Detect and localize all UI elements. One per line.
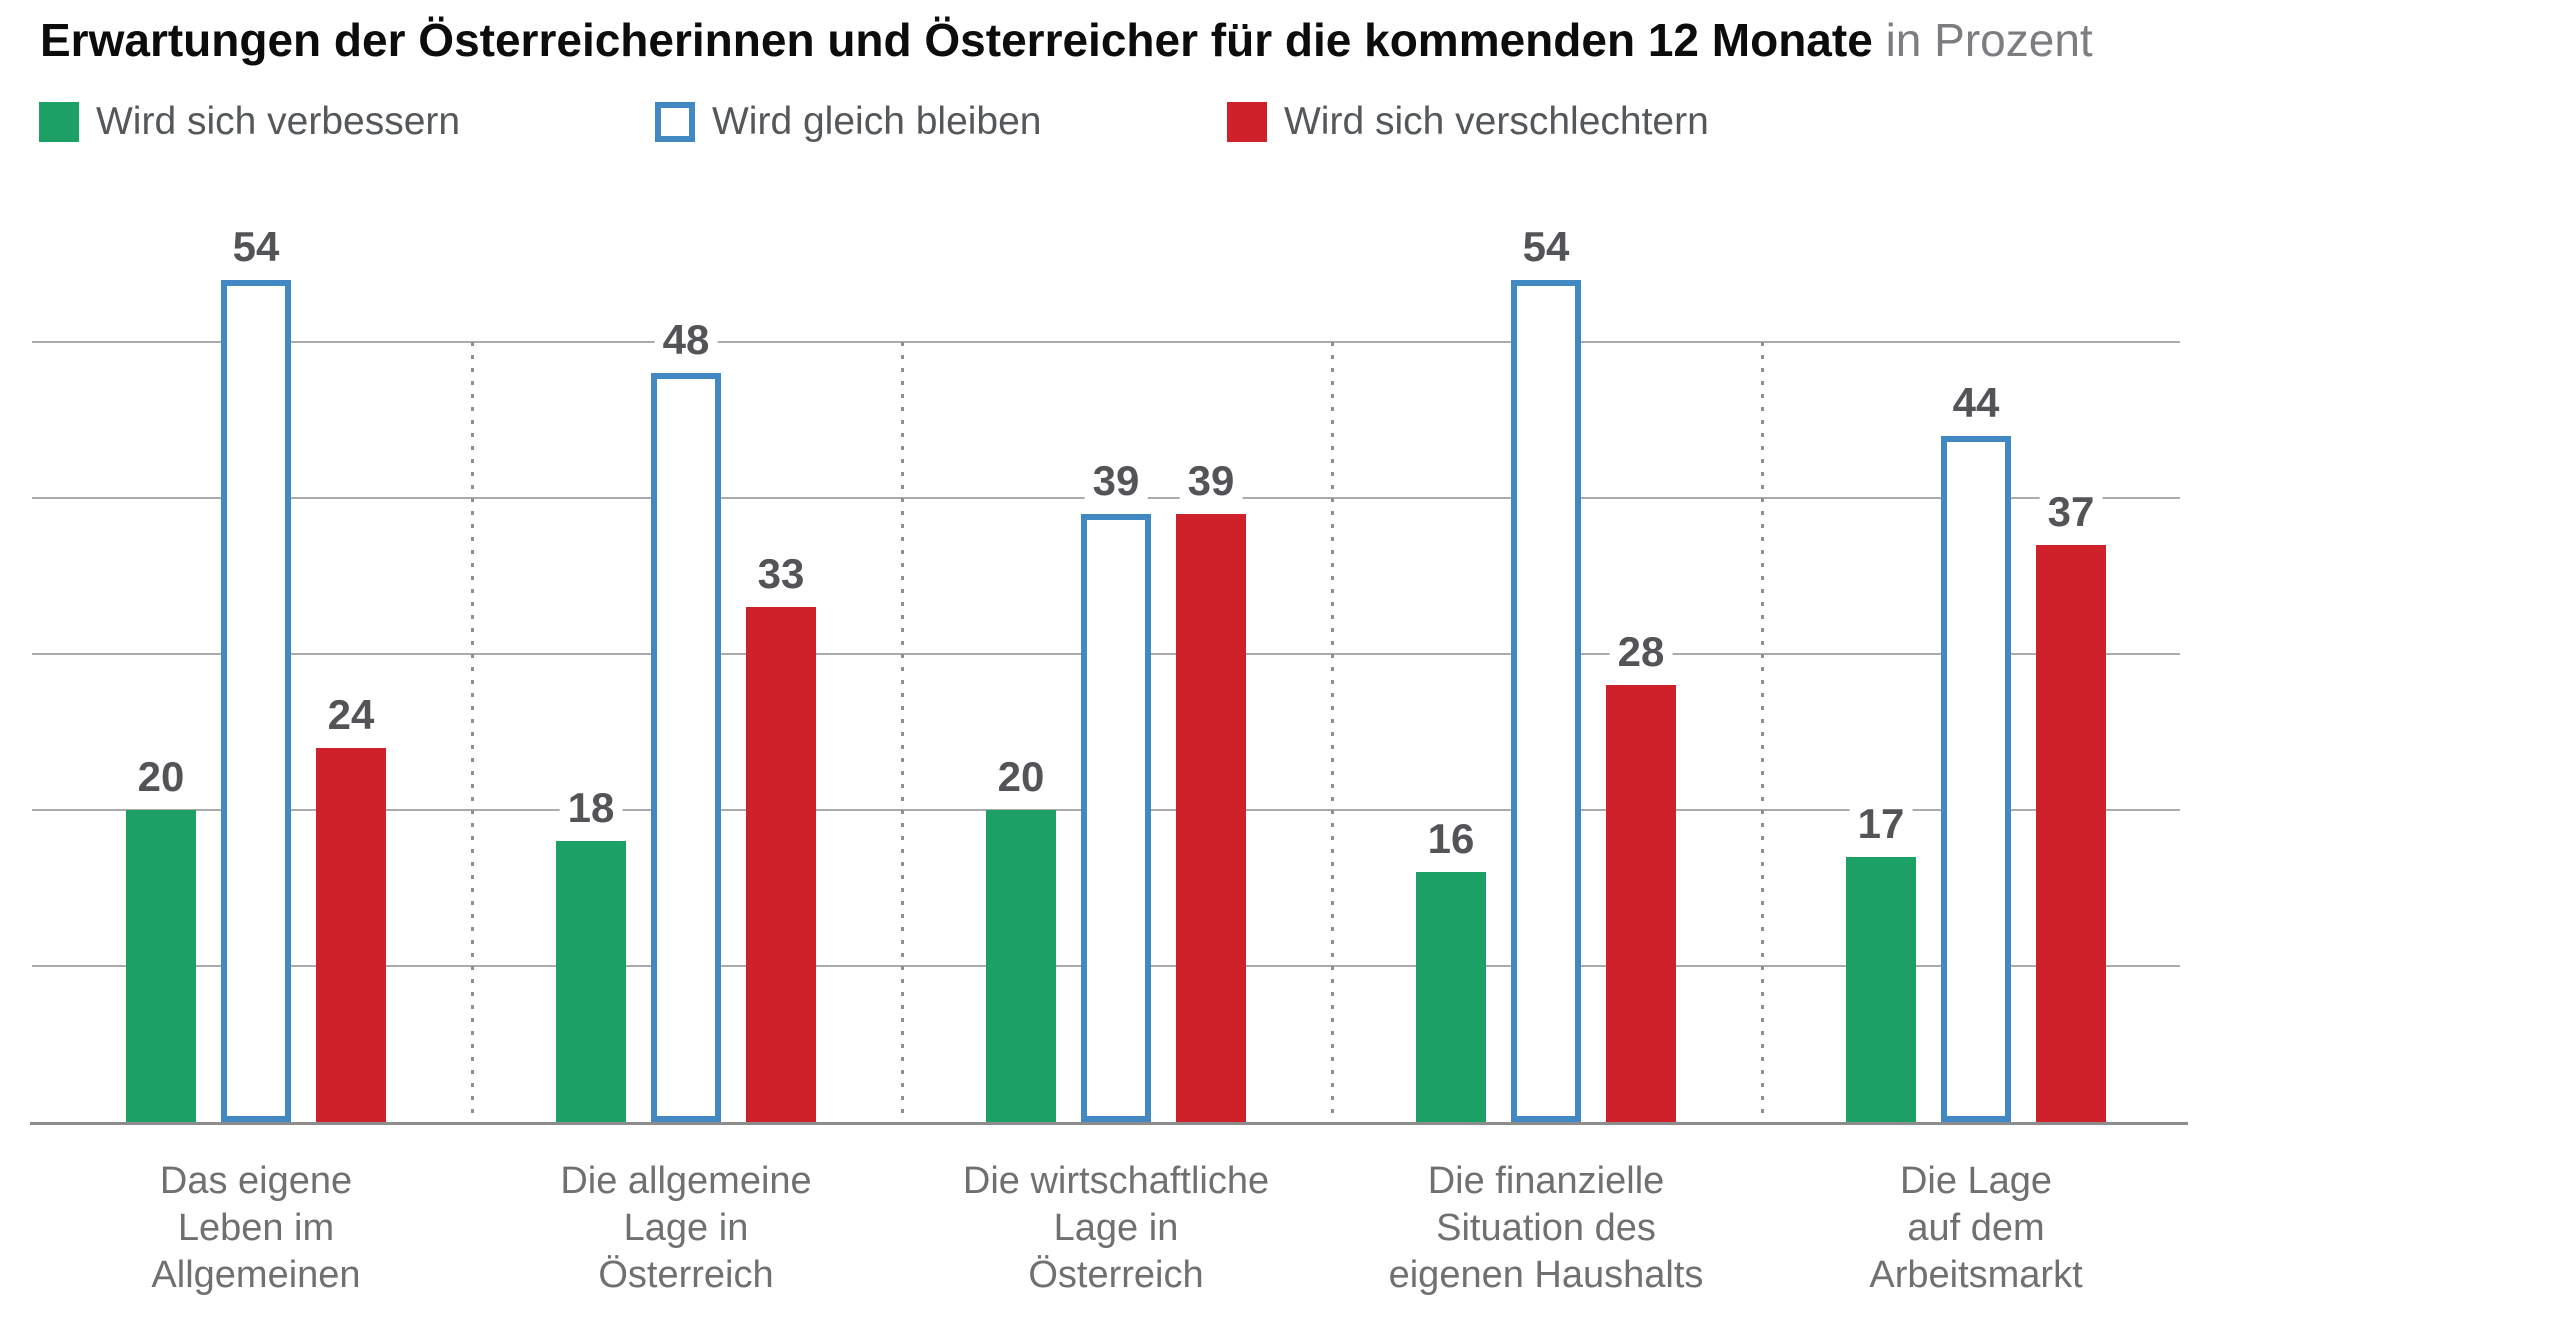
group-separator: [471, 342, 474, 1122]
bar-value-label: 20: [129, 754, 193, 800]
bar-value-label: 18: [559, 785, 623, 831]
legend-swatch-icon: [1227, 102, 1267, 142]
bar-value-label: 44: [1944, 380, 2008, 426]
bar-wird-gleich-bleiben: [1081, 514, 1151, 1122]
bar-wird-sich-verschlechtern: [2036, 545, 2106, 1122]
bar-wird-sich-verschlechtern: [1606, 685, 1676, 1122]
bar-value-label: 37: [2039, 489, 2103, 535]
chart-title-unit: in Prozent: [1885, 14, 2093, 66]
bar-wird-gleich-bleiben: [1511, 280, 1581, 1122]
legend-item: Wird sich verschlechtern: [1227, 100, 1709, 144]
legend-swatch-icon: [39, 102, 79, 142]
bar-wird-sich-verschlechtern: [746, 607, 816, 1122]
group-separator: [901, 342, 904, 1122]
category-label: Die finanzielle Situation des eigenen Ha…: [1388, 1160, 1704, 1296]
bar-wird-sich-verbessern: [556, 841, 626, 1122]
bar-wird-sich-verbessern: [126, 810, 196, 1122]
legend-swatch-icon: [655, 102, 695, 142]
bar-value-label: 39: [1179, 458, 1243, 504]
bar-value-label: 16: [1419, 816, 1483, 862]
bar-wird-gleich-bleiben: [221, 280, 291, 1122]
category-label: Die Lage auf dem Arbeitsmarkt: [1869, 1160, 2083, 1296]
legend-item: Wird sich verbessern: [39, 100, 460, 144]
x-axis-line: [30, 1122, 2188, 1125]
bar-wird-gleich-bleiben: [1941, 436, 2011, 1122]
category-label: Das eigene Leben im Allgemeinen: [151, 1160, 361, 1296]
group-separator: [1331, 342, 1334, 1122]
legend-label: Wird gleich bleiben: [712, 100, 1042, 143]
bar-wird-gleich-bleiben: [651, 373, 721, 1122]
bar-wird-sich-verbessern: [1846, 857, 1916, 1122]
bar-wird-sich-verbessern: [1416, 872, 1486, 1122]
legend-item: Wird gleich bleiben: [655, 100, 1042, 144]
bar-wird-sich-verbessern: [986, 810, 1056, 1122]
bar-value-label: 54: [224, 224, 288, 270]
group-separator: [1761, 342, 1764, 1122]
legend: Wird sich verbessern Wird gleich bleiben W…: [0, 100, 2560, 148]
bar-wird-sich-verschlechtern: [316, 748, 386, 1122]
bar-wird-sich-verschlechtern: [1176, 514, 1246, 1122]
bar-value-label: 20: [989, 754, 1053, 800]
bar-value-label: 24: [319, 692, 383, 738]
bar-value-label: 54: [1514, 224, 1578, 270]
bar-value-label: 17: [1849, 801, 1913, 847]
gridline-50: [32, 341, 2180, 343]
legend-label: Wird sich verschlechtern: [1284, 100, 1709, 143]
chart-title: Erwartungen der Österreicherinnen und Ös…: [40, 12, 2093, 68]
chart-title-main: Erwartungen der Österreicherinnen und Ös…: [40, 14, 1873, 66]
category-label: Die allgemeine Lage in Österreich: [560, 1160, 812, 1296]
bar-value-label: 48: [654, 317, 718, 363]
category-label: Die wirtschaftliche Lage in Österreich: [962, 1160, 1270, 1296]
bar-value-label: 28: [1609, 629, 1673, 675]
bar-value-label: 39: [1084, 458, 1148, 504]
bar-value-label: 33: [749, 551, 813, 597]
legend-label: Wird sich verbessern: [96, 100, 461, 143]
